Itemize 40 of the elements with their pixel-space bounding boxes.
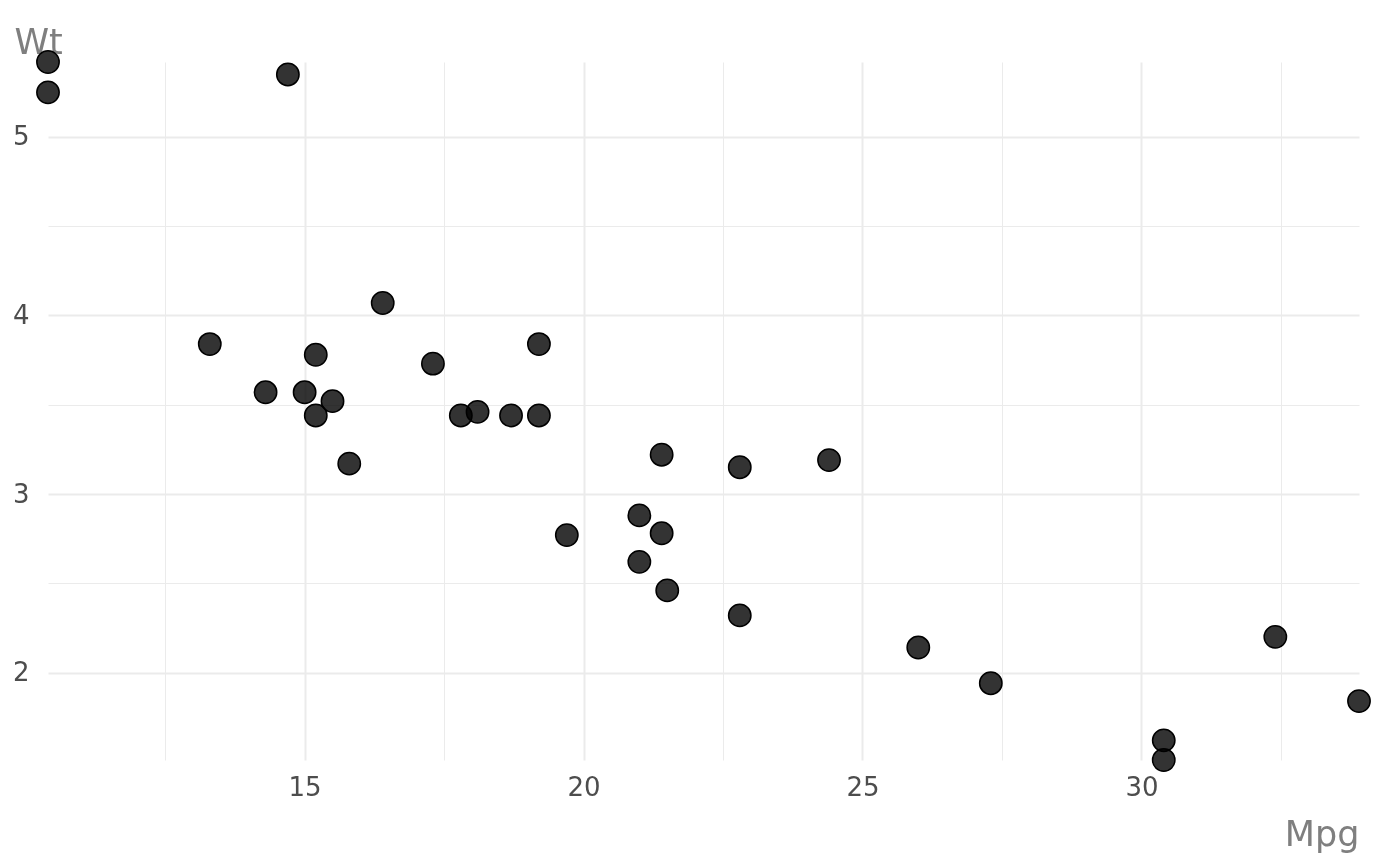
point: [303, 342, 328, 367]
point: [370, 291, 395, 315]
y-tick-label: 5: [12, 121, 30, 152]
point: [727, 603, 752, 628]
y-tick-label: 2: [12, 657, 30, 688]
point: [275, 62, 300, 87]
x-tick-label: 30: [1125, 771, 1159, 802]
point: [906, 635, 931, 660]
point: [649, 442, 674, 467]
point: [554, 523, 579, 547]
point: [253, 380, 278, 405]
y-axis-title: Wt: [14, 21, 63, 62]
point: [1347, 689, 1371, 713]
point: [499, 403, 523, 428]
point: [197, 332, 222, 356]
point: [292, 380, 317, 405]
point: [1263, 624, 1288, 649]
x-tick-label: 15: [288, 771, 322, 802]
point: [337, 451, 362, 476]
point: [655, 578, 680, 603]
point: [421, 351, 445, 376]
x-tick-label: 25: [846, 771, 880, 802]
point: [303, 403, 328, 428]
point: [978, 671, 1003, 696]
point: [320, 389, 345, 414]
point: [527, 403, 551, 428]
point: [448, 403, 473, 428]
point: [36, 80, 60, 105]
point: [627, 549, 652, 574]
point: [727, 455, 752, 480]
point: [527, 332, 551, 356]
point: [817, 448, 841, 472]
point: [1151, 748, 1176, 772]
point: [1151, 728, 1176, 753]
x-tick-label: 20: [567, 771, 601, 802]
point: [649, 521, 674, 546]
y-tick-label: 4: [12, 299, 30, 330]
y-tick-label: 3: [12, 478, 30, 509]
point: [627, 503, 652, 528]
x-axis-title: Mpg: [1284, 813, 1360, 854]
